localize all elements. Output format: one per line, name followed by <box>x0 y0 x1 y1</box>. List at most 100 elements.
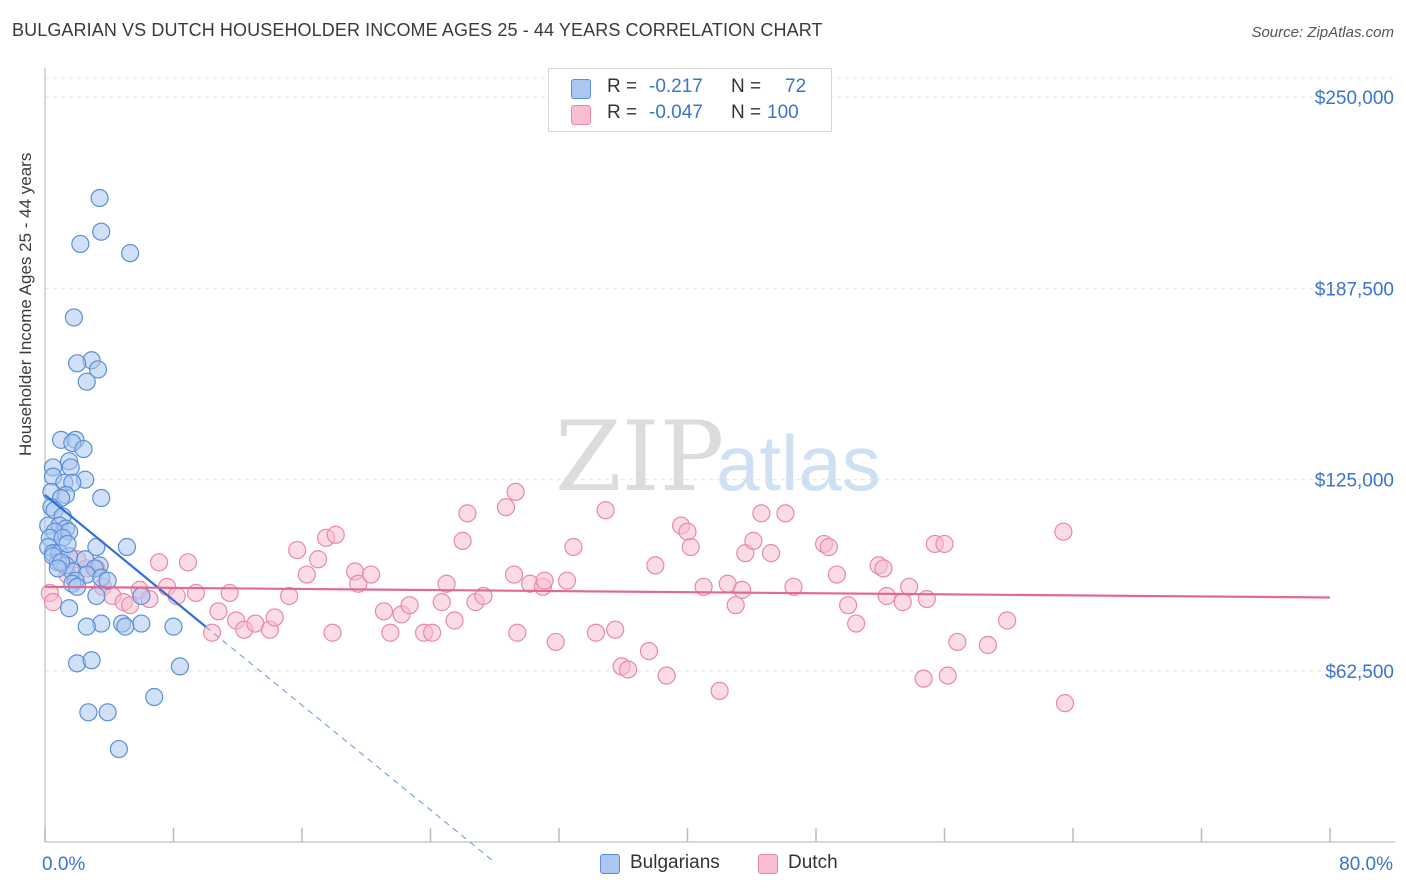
data-point-dutch <box>733 580 752 599</box>
data-point-dutch <box>288 540 307 560</box>
data-point-bulgarian <box>92 488 111 508</box>
data-point-dutch <box>535 571 554 590</box>
data-point-dutch <box>504 565 524 584</box>
data-point-bulgarian <box>92 222 111 241</box>
data-point-dutch <box>874 559 893 578</box>
legend-n-value: 72 <box>785 76 807 97</box>
data-point-bulgarian <box>170 657 190 676</box>
data-point-bulgarian <box>88 360 108 379</box>
data-point-dutch <box>948 632 967 652</box>
data-point-dutch <box>935 534 954 554</box>
x-tick-labels: 0.0% 80.0% <box>42 854 1393 875</box>
data-point-dutch <box>323 623 342 642</box>
data-point-dutch <box>432 593 451 612</box>
data-point-dutch <box>596 501 615 520</box>
legend-r-value: -0.217 <box>649 76 703 97</box>
data-point-dutch <box>546 632 565 652</box>
data-point-dutch <box>564 537 583 557</box>
data-point-bulgarian <box>132 614 151 633</box>
data-point-dutch <box>784 577 803 596</box>
data-point-bulgarian <box>121 244 140 263</box>
y-tick-label: $250,000 <box>1315 88 1394 109</box>
data-point-dutch <box>326 525 345 544</box>
data-point-dutch <box>496 498 516 517</box>
chart-title: BULGARIAN VS DUTCH HOUSEHOLDER INCOME AG… <box>12 20 823 40</box>
data-point-dutch <box>827 565 846 584</box>
legend-r-value: -0.047 <box>649 102 703 123</box>
data-point-dutch <box>694 577 713 596</box>
data-point-dutch <box>423 623 442 642</box>
data-point-dutch <box>877 586 896 606</box>
data-point-dutch <box>474 586 493 606</box>
data-point-bulgarian <box>77 617 96 636</box>
data-point-dutch <box>209 602 228 621</box>
data-point-bulgarian <box>116 617 135 636</box>
data-point-dutch <box>900 577 919 596</box>
data-point-dutch <box>506 482 525 502</box>
data-point-dutch <box>149 553 169 572</box>
y-axis-label: Householder Income Ages 25 - 44 years <box>16 152 35 456</box>
data-point-dutch <box>557 571 577 590</box>
data-point-dutch <box>265 608 284 627</box>
legend-r-label: R = <box>607 76 638 97</box>
legend-r-label: R = <box>607 102 638 123</box>
legend-label-dutch: Dutch <box>788 852 838 873</box>
legend-swatch-bulgarians <box>571 79 591 99</box>
data-point-dutch <box>639 642 659 661</box>
data-point-dutch <box>681 537 700 557</box>
data-point-dutch <box>374 602 394 621</box>
data-point-dutch <box>752 504 771 523</box>
data-point-bulgarian <box>79 703 98 722</box>
data-point-dutch <box>1054 522 1073 541</box>
data-point-dutch <box>657 666 676 685</box>
data-point-dutch <box>839 596 858 615</box>
data-point-dutch <box>744 531 763 550</box>
legend-n-label: N = <box>731 76 762 97</box>
legend-n-value: 100 <box>767 102 799 123</box>
legend-swatch-dutch <box>758 854 778 874</box>
data-point-dutch <box>646 556 665 575</box>
data-point-bulgarian <box>77 372 96 391</box>
bulgarian-points <box>39 188 190 759</box>
dutch-points <box>40 482 1075 713</box>
data-point-dutch <box>458 504 477 523</box>
data-point-dutch <box>618 660 638 679</box>
data-point-dutch <box>381 623 400 642</box>
y-tick-label: $125,000 <box>1315 471 1394 492</box>
data-point-bulgarian <box>64 308 84 327</box>
data-point-bulgarian <box>61 458 80 477</box>
data-point-bulgarian <box>59 599 79 618</box>
data-point-dutch <box>308 550 328 569</box>
data-point-bulgarian <box>132 586 151 606</box>
legend-n-label: N = <box>731 102 762 123</box>
data-point-bulgarian <box>164 617 183 636</box>
data-point-dutch <box>445 611 464 630</box>
legend-swatch-dutch <box>571 105 591 125</box>
data-point-bulgarian <box>68 354 87 373</box>
correlation-legend: R = -0.217 N = 72 R = -0.047 N = 100 <box>548 68 832 132</box>
watermark-zip: ZIP <box>555 401 724 513</box>
data-point-bulgarian <box>98 703 117 722</box>
y-tick-labels: $62,500 $125,000 $187,500 $250,000 <box>1315 88 1394 683</box>
data-point-dutch <box>297 565 316 584</box>
data-point-dutch <box>178 553 198 572</box>
data-point-dutch <box>437 574 456 593</box>
data-point-bulgarian <box>71 234 90 254</box>
data-point-dutch <box>847 614 866 633</box>
data-point-bulgarian <box>90 188 109 208</box>
data-point-bulgarian <box>145 687 164 707</box>
data-point-bulgarian <box>82 651 101 670</box>
data-point-dutch <box>400 596 419 615</box>
y-tick-label: $62,500 <box>1325 662 1394 683</box>
legend-swatch-bulgarians <box>600 854 620 874</box>
trend-line-bulgarians <box>44 494 207 628</box>
data-point-dutch <box>819 537 838 557</box>
data-point-dutch <box>349 574 368 593</box>
legend-label-bulgarians: Bulgarians <box>630 852 720 873</box>
data-point-dutch <box>893 593 912 612</box>
data-point-dutch <box>678 522 697 541</box>
data-point-bulgarian <box>117 537 137 557</box>
data-point-bulgarian <box>48 559 67 578</box>
data-point-dutch <box>761 544 781 563</box>
